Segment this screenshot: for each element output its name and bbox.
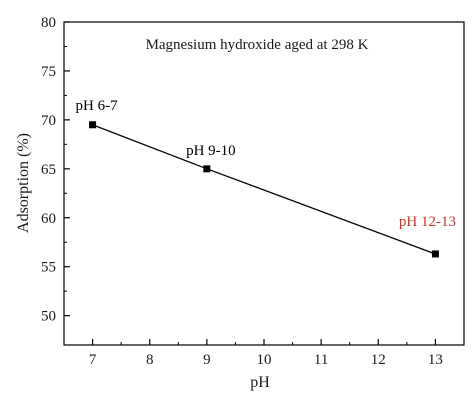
x-tick-label: 12 bbox=[371, 352, 386, 368]
y-tick-label: 55 bbox=[41, 260, 56, 276]
x-tick-label: 8 bbox=[146, 352, 154, 368]
point-annotation-label: pH 9-10 bbox=[186, 143, 236, 159]
y-tick-label: 70 bbox=[41, 113, 56, 129]
x-tick-label: 13 bbox=[428, 352, 443, 368]
x-axis-ticks: 7 8 9 10 11 12 13 bbox=[89, 339, 443, 368]
y-axis-ticks: 50 55 60 65 70 75 80 bbox=[41, 15, 70, 325]
point-annotation-label: pH 12-13 bbox=[399, 214, 456, 230]
y-tick-label: 60 bbox=[41, 211, 56, 227]
x-tick-label: 11 bbox=[314, 352, 328, 368]
x-tick-label: 7 bbox=[89, 352, 97, 368]
x-tick-label: 9 bbox=[203, 352, 211, 368]
data-point-marker bbox=[431, 250, 439, 258]
y-tick-label: 65 bbox=[41, 162, 56, 178]
point-annotation-label: pH 6-7 bbox=[76, 98, 119, 114]
chart-title: Magnesium hydroxide aged at 298 K bbox=[146, 37, 369, 53]
series-markers bbox=[89, 121, 439, 258]
data-point-marker bbox=[203, 165, 211, 173]
x-tick-label: 10 bbox=[257, 352, 272, 368]
series-line bbox=[92, 124, 436, 255]
y-tick-label: 80 bbox=[41, 15, 56, 31]
x-axis-label: pH bbox=[250, 374, 270, 391]
point-annotations: pH 6-7 pH 9-10 pH 12-13 bbox=[76, 98, 456, 230]
y-axis-label: Adsorption (%) bbox=[15, 133, 32, 233]
data-point-marker bbox=[89, 121, 97, 129]
y-tick-label: 50 bbox=[41, 309, 56, 325]
y-tick-label: 75 bbox=[41, 64, 56, 80]
plot-frame bbox=[63, 21, 465, 346]
